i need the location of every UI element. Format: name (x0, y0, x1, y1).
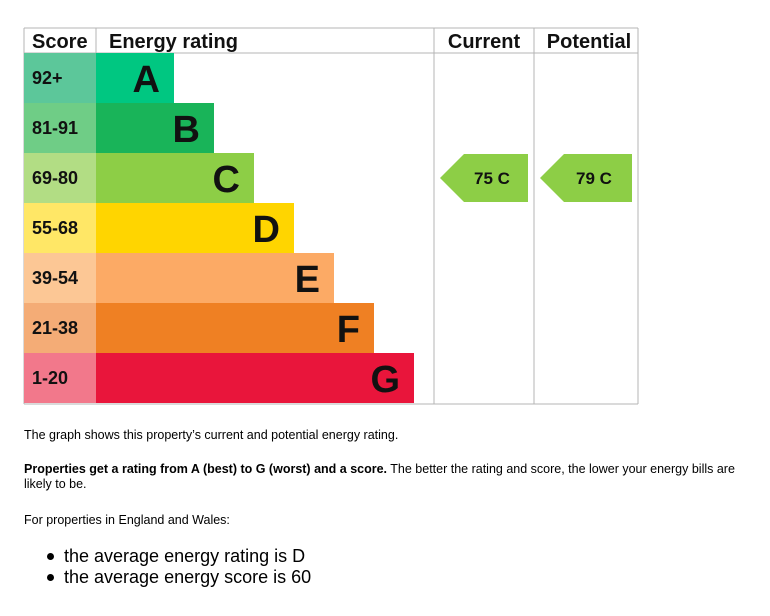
score-cell (24, 303, 96, 353)
score-label: 81-91 (32, 118, 78, 138)
potential-rating-arrow-label: 79 C (576, 169, 612, 188)
band-a: 92+ A (24, 53, 174, 103)
band-f: 21-38 F (24, 303, 374, 353)
rating-bar (96, 303, 374, 353)
score-label: 92+ (32, 68, 63, 88)
band-e: 39-54 E (24, 253, 334, 303)
rating-description: Properties get a rating from A (best) to… (24, 462, 754, 492)
rating-letter: C (213, 159, 240, 201)
rating-letter: B (173, 109, 200, 151)
header-energy-rating: Energy rating (109, 31, 238, 53)
band-c: 69-80 C (24, 153, 254, 203)
rating-letter: G (370, 359, 400, 401)
band-g: 1-20 G (24, 353, 414, 403)
score-cell (24, 103, 96, 153)
rating-indicators: 75 C 79 C (440, 154, 632, 202)
header-potential: Potential (547, 31, 631, 53)
current-rating-arrow-shape (440, 154, 528, 202)
score-cell (24, 53, 96, 103)
rating-description-rest: The better the rating and score, the low… (24, 462, 735, 491)
average-score-item: the average energy score is 60 (46, 567, 312, 587)
rating-bar (96, 353, 414, 403)
rating-bar (96, 53, 174, 103)
rating-letter: E (295, 259, 320, 301)
rating-bar (96, 203, 294, 253)
rating-bands: 92+ A 81-91 B 69-80 C 55-68 D 39-54 E 21-38 F 1-20 G (24, 53, 414, 403)
england-wales-note: For properties in England and Wales: (24, 513, 230, 527)
score-label: 69-80 (32, 168, 78, 188)
rating-bar (96, 103, 214, 153)
average-list: the average energy rating is D the avera… (24, 546, 311, 588)
score-cell (24, 203, 96, 253)
rating-letter: D (253, 209, 280, 251)
rating-description-bold: Properties get a rating from A (best) to… (24, 462, 388, 476)
score-label: 39-54 (32, 268, 78, 288)
current-rating-arrow: 75 C (440, 154, 528, 202)
rating-letter: F (337, 309, 360, 351)
score-label: 1-20 (32, 368, 68, 388)
header-current: Current (448, 31, 521, 53)
score-cell (24, 153, 96, 203)
potential-rating-arrow: 79 C (540, 154, 632, 202)
current-rating-arrow-label: 75 C (474, 169, 510, 188)
rating-bar (96, 253, 334, 303)
band-b: 81-91 B (24, 103, 214, 153)
score-cell (24, 253, 96, 303)
score-label: 21-38 (32, 318, 78, 338)
score-label: 55-68 (32, 218, 78, 238)
average-rating-item: the average energy rating is D (46, 546, 311, 567)
band-d: 55-68 D (24, 203, 294, 253)
rating-bar (96, 153, 254, 203)
graph-description: The graph shows this property’s current … (24, 428, 399, 442)
header-score: Score (32, 31, 88, 53)
rating-letter: A (133, 59, 160, 101)
score-cell (24, 353, 96, 403)
potential-rating-arrow-shape (540, 154, 632, 202)
energy-rating-chart: Score Energy rating Current Potential 92… (23, 27, 639, 405)
